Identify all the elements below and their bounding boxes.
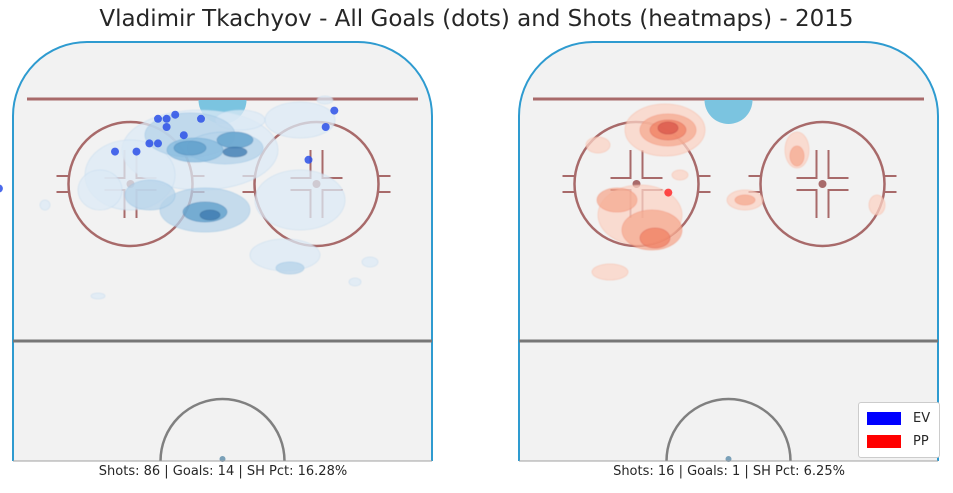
faceoff-marker <box>796 189 818 218</box>
goal-dot <box>171 110 180 119</box>
faceoff-marker <box>827 189 849 218</box>
legend-label-pp: PP <box>913 433 929 449</box>
goal-dot <box>330 106 339 115</box>
goal-dot <box>304 155 313 164</box>
heatmap-contour <box>124 179 176 211</box>
heatmap-contour <box>77 169 123 211</box>
goal-dot <box>321 123 330 131</box>
goal-dot <box>145 139 154 148</box>
goal-crease <box>704 100 753 125</box>
goal-dot <box>664 188 673 197</box>
ev-caption: Shots: 86 | Goals: 14 | SH Pct: 16.28% <box>98 464 348 479</box>
shot-heatmap <box>585 103 886 281</box>
heatmap-contour <box>90 292 106 300</box>
heatmap-contour <box>275 261 305 275</box>
faceoff-marker <box>641 150 663 179</box>
heatmap-contour <box>173 140 207 156</box>
faceoff-circle <box>759 120 886 248</box>
center-circle <box>665 397 792 462</box>
heatmap-contour <box>639 227 671 249</box>
faceoff-dot <box>818 180 827 188</box>
goal-dot <box>154 139 162 148</box>
ev-rink-panel <box>0 41 433 462</box>
heatmap-contour <box>216 131 254 149</box>
goal-dot <box>162 123 171 131</box>
faceoff-marker <box>827 150 849 179</box>
heatmap-contour <box>254 169 346 231</box>
boards <box>12 41 433 461</box>
ice-surface <box>519 42 938 461</box>
goal-dot <box>179 131 188 140</box>
pp-caption: Shots: 16 | Goals: 1 | SH Pct: 6.25% <box>613 464 845 479</box>
heatmap-contour <box>316 95 334 105</box>
goal-dot <box>154 114 162 123</box>
heatmap-contour <box>671 169 689 181</box>
heatmap-contour <box>657 121 679 135</box>
heatmap-contour <box>596 187 638 213</box>
boards <box>518 41 939 461</box>
legend-item-ev: EV <box>867 410 931 426</box>
goal-dot <box>132 147 141 156</box>
chart-title: Vladimir Tkachyov - All Goals (dots) and… <box>99 6 854 32</box>
center-circle <box>159 397 286 462</box>
goal-dot <box>111 147 119 156</box>
shot-heatmap <box>39 95 379 300</box>
faceoff-marker <box>610 150 632 179</box>
legend-swatch-ev <box>867 411 901 425</box>
heatmap-contour <box>361 256 379 268</box>
heatmap-contour <box>789 145 805 167</box>
heatmap-contour <box>868 194 886 216</box>
faceoff-marker <box>796 150 818 179</box>
heatmap-contour <box>222 146 248 158</box>
legend: EV PP <box>858 402 940 458</box>
goal-dot <box>0 184 3 193</box>
heatmap-contour <box>199 209 221 221</box>
legend-label-ev: EV <box>913 410 931 426</box>
pp-rink-panel <box>518 41 939 462</box>
goal-dot <box>197 114 205 123</box>
legend-item-pp: PP <box>867 433 929 449</box>
heatmap-contour <box>585 136 611 154</box>
goal-dot <box>162 114 171 123</box>
heatmap-contour <box>348 277 362 287</box>
heatmap-contour <box>591 263 629 281</box>
heatmap-contour <box>734 194 756 206</box>
heatmap-contour <box>39 199 51 211</box>
legend-swatch-pp <box>867 434 901 448</box>
heatmap-contour <box>264 101 336 139</box>
